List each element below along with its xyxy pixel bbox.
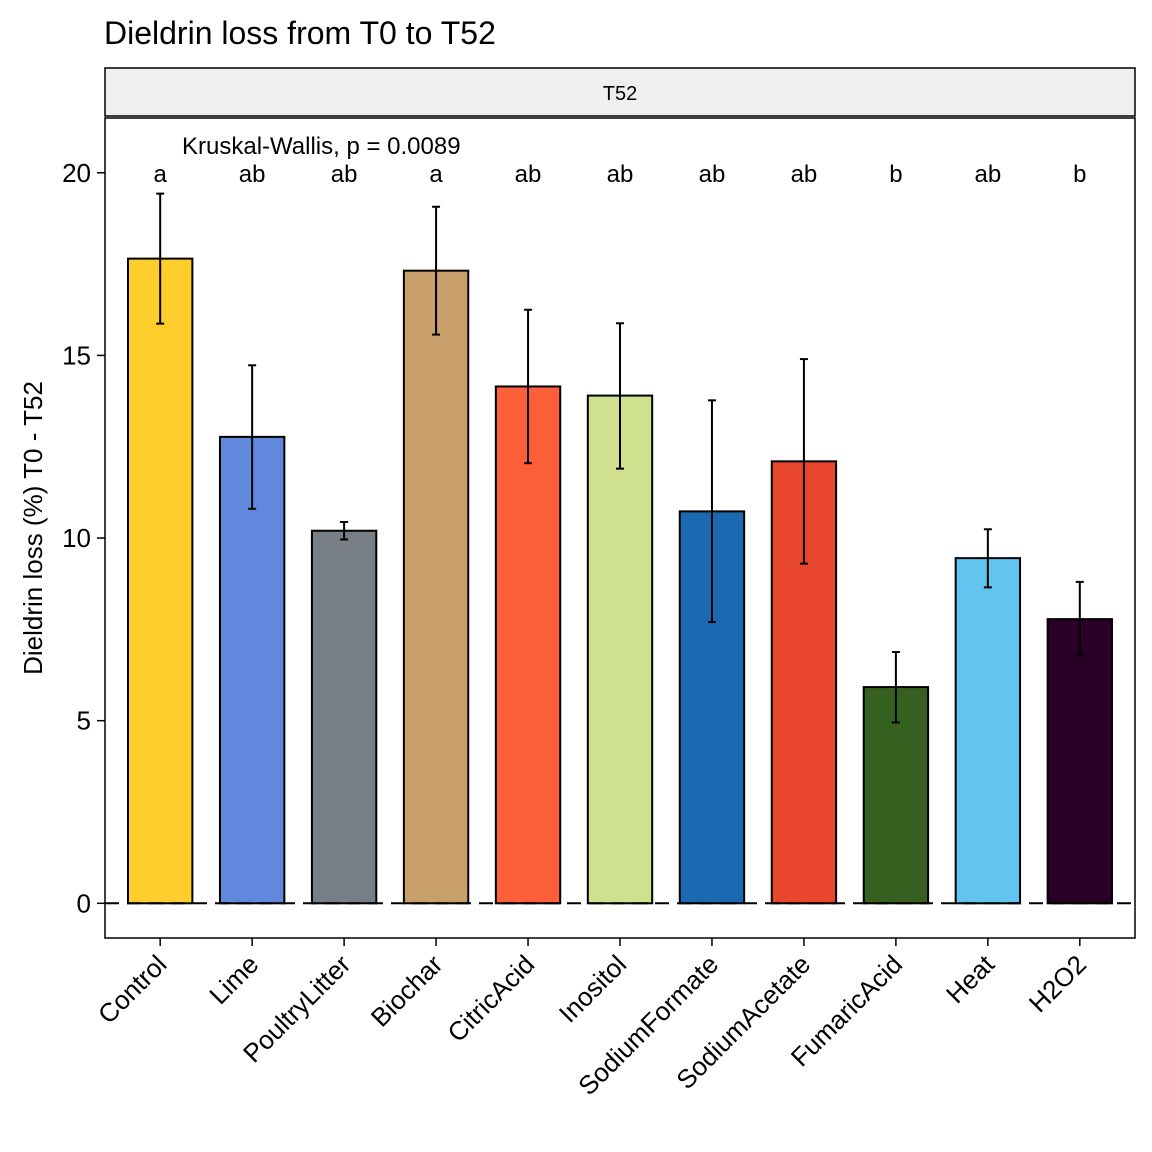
errorbar-h2o2 [1075, 580, 1084, 657]
x-tick-label-lime: Lime [203, 949, 264, 1010]
facet-strip [104, 67, 1136, 117]
errorbar-heat [983, 528, 992, 589]
bar-control [126, 257, 194, 905]
errorbar-fumaricacid [891, 651, 900, 724]
group-letter-heat: ab [975, 161, 1002, 188]
x-tick-label-citricacid: CitricAcid [441, 949, 540, 1048]
errorbar-sodiumformate [707, 399, 716, 624]
bar-inositol [586, 394, 654, 905]
errorbar-citricacid [524, 308, 533, 465]
errorbar-poultrylitter [340, 520, 349, 541]
bar-citricacid [494, 385, 562, 905]
errorbar-biochar [432, 205, 441, 336]
y-tick-label: 20 [62, 158, 91, 188]
group-letters-layer: a ab ab a ab ab ab ab b ab b [153, 161, 1086, 188]
x-tick-label-h2o2: H2O2 [1023, 949, 1092, 1018]
x-tick-label-control: Control [92, 949, 172, 1029]
y-axis-label: Dieldrin loss (%) T0 - T52 [18, 381, 48, 675]
group-letter-h2o2: b [1073, 161, 1086, 188]
group-letter-poultrylitter: ab [331, 161, 358, 188]
group-letter-control: a [153, 161, 167, 188]
y-tick-label: 15 [62, 340, 91, 370]
errorbar-lime [248, 364, 257, 510]
y-tick-label: 0 [77, 888, 91, 918]
y-axis: 0 5 10 15 20 [62, 158, 105, 918]
bar-poultrylitter [310, 529, 378, 905]
bar-heat [954, 557, 1022, 905]
errorbar-control [156, 192, 165, 325]
group-letter-inositol: ab [607, 161, 634, 188]
bar-biochar [402, 269, 470, 905]
group-letter-sodiumformate: ab [699, 161, 726, 188]
facet-label: T52 [603, 83, 637, 105]
errorbars-layer [156, 192, 1084, 724]
group-letter-fumaricacid: b [889, 161, 902, 188]
bar-fumaricacid [862, 686, 930, 905]
group-letter-sodiumacetate: ab [791, 161, 818, 188]
bar-h2o2 [1046, 618, 1114, 905]
y-tick-label: 10 [62, 523, 91, 553]
y-tick-label: 5 [77, 706, 91, 736]
x-tick-label-inositol: Inositol [553, 949, 632, 1028]
chart-title: Dieldrin loss from T0 to T52 [104, 15, 496, 51]
group-letter-lime: ab [239, 161, 266, 188]
group-letter-biochar: a [429, 161, 443, 188]
group-letter-citricacid: ab [515, 161, 542, 188]
kruskal-wallis-annotation: Kruskal-Wallis, p = 0.0089 [182, 133, 461, 160]
x-tick-label-heat: Heat [940, 948, 1001, 1009]
errorbar-sodiumacetate [799, 358, 808, 565]
x-tick-label-biochar: Biochar [365, 949, 449, 1033]
errorbar-inositol [616, 322, 624, 470]
